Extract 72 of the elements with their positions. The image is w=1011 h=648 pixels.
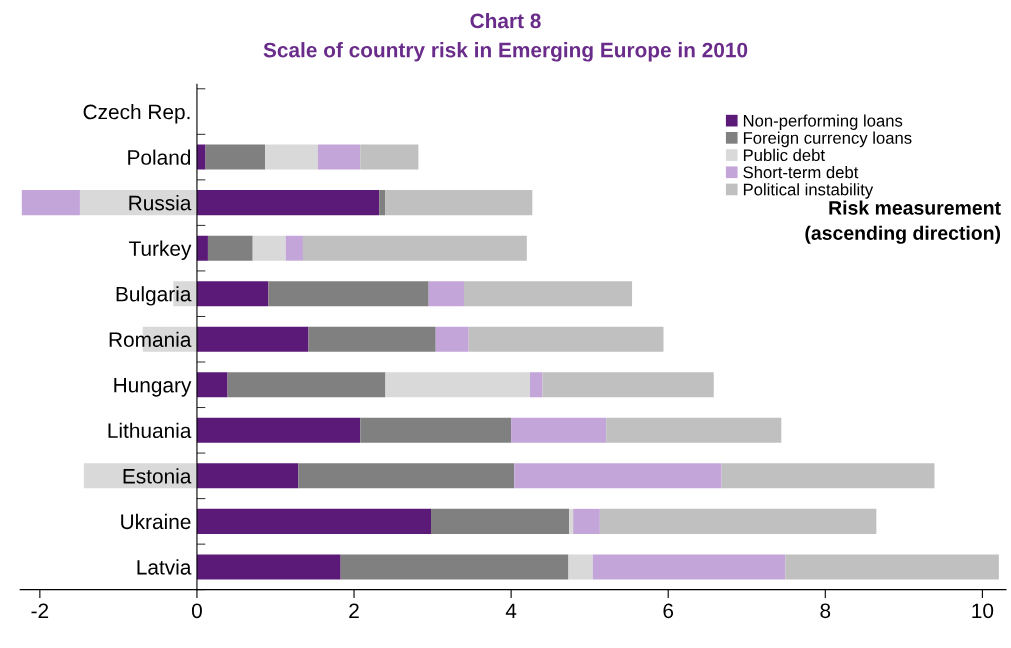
bar bbox=[196, 417, 361, 443]
y-tick-label: Hungary bbox=[114, 377, 192, 397]
bar bbox=[573, 508, 600, 534]
x-tick-label: 2 bbox=[349, 603, 359, 618]
bar bbox=[785, 554, 999, 580]
bar bbox=[514, 463, 722, 489]
bar bbox=[599, 508, 877, 534]
bar bbox=[285, 235, 303, 261]
bar bbox=[435, 326, 469, 352]
y-tick-label: Latvia bbox=[137, 559, 192, 575]
bar bbox=[542, 372, 714, 398]
y-tick-label: Romania bbox=[109, 331, 192, 347]
bar bbox=[196, 463, 299, 489]
bar bbox=[431, 508, 570, 534]
bar bbox=[360, 417, 512, 443]
y-tick-label: Poland bbox=[128, 149, 191, 165]
annotation: Risk measurement (ascending direction) bbox=[805, 200, 1001, 244]
bar bbox=[196, 281, 269, 307]
bar bbox=[79, 190, 197, 216]
bar bbox=[468, 326, 664, 352]
bar bbox=[511, 417, 607, 443]
legend-label: Non-performing loans bbox=[743, 114, 903, 130]
legend-label: Short-term debt bbox=[743, 166, 859, 179]
bar bbox=[568, 554, 593, 580]
x-tick-label: -2 bbox=[31, 603, 49, 618]
bar bbox=[298, 463, 515, 489]
bar bbox=[385, 190, 533, 216]
bar bbox=[340, 554, 569, 580]
y-tick-label: Russia bbox=[129, 195, 192, 211]
chart-title: Chart 8 bbox=[470, 12, 541, 29]
y-tick-label: Lithuania bbox=[108, 422, 192, 439]
x-tick-label: 4 bbox=[505, 603, 517, 618]
bar bbox=[196, 508, 431, 534]
x-tick-label: 8 bbox=[820, 603, 831, 619]
bar bbox=[196, 372, 228, 398]
bar bbox=[205, 144, 266, 170]
x-tick-label: 6 bbox=[663, 603, 674, 619]
bar bbox=[265, 144, 318, 170]
y-tick-label: Ukraine bbox=[121, 513, 191, 530]
y-tick-label: Turkey bbox=[128, 240, 192, 261]
legend-label: Public debt bbox=[743, 148, 825, 162]
legend-label: Foreign currency loans bbox=[743, 131, 912, 148]
bar bbox=[592, 554, 786, 580]
bar bbox=[463, 281, 633, 307]
bar bbox=[196, 190, 380, 216]
bar bbox=[428, 281, 464, 307]
bar bbox=[21, 190, 80, 216]
bar bbox=[308, 326, 436, 352]
bar bbox=[252, 235, 286, 261]
bar bbox=[360, 144, 419, 170]
bar bbox=[227, 372, 386, 398]
y-tick-label: Czech Rep. bbox=[83, 104, 190, 124]
x-tick-label: 0 bbox=[191, 603, 202, 619]
y-tick-label: Bulgaria bbox=[116, 286, 192, 306]
bar bbox=[268, 281, 429, 307]
bar bbox=[207, 235, 253, 261]
legend-label: Political instability bbox=[743, 183, 874, 199]
bar bbox=[196, 554, 341, 580]
bar bbox=[302, 235, 527, 261]
bar bbox=[385, 372, 530, 398]
y-tick-label: Estonia bbox=[123, 468, 192, 484]
bar bbox=[721, 463, 935, 489]
bar bbox=[196, 235, 208, 261]
bar bbox=[317, 144, 361, 170]
bar bbox=[606, 417, 782, 443]
chart-subtitle: Scale of country risk in Emerging Europe in 2010 bbox=[263, 42, 748, 62]
x-tick-label: 10 bbox=[972, 603, 994, 619]
bar bbox=[569, 508, 574, 534]
bar bbox=[379, 190, 386, 216]
bar bbox=[529, 372, 543, 398]
bar bbox=[196, 144, 206, 170]
bar bbox=[196, 326, 309, 352]
